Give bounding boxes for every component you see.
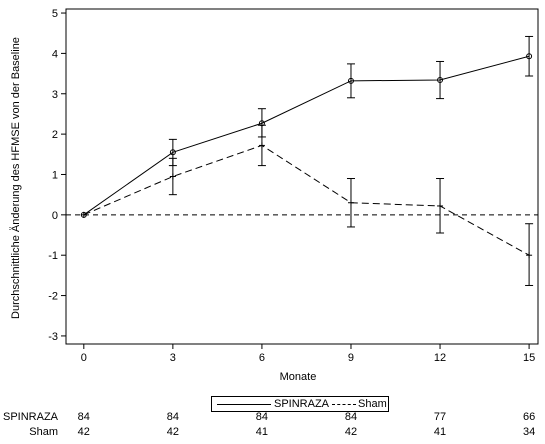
x-tick-label: 12 bbox=[434, 352, 446, 364]
at-risk-count: 77 bbox=[433, 411, 447, 423]
x-tick-label: 6 bbox=[259, 352, 265, 364]
at-risk-count: 42 bbox=[166, 426, 179, 438]
data-point bbox=[347, 199, 354, 206]
legend-spinraza-label: SPINRAZA bbox=[274, 398, 330, 410]
plot-frame bbox=[65, 8, 539, 345]
data-point bbox=[169, 173, 176, 180]
data-point bbox=[80, 211, 87, 218]
at-risk-label-sham: Sham bbox=[29, 426, 58, 438]
series-spinraza bbox=[80, 35, 534, 218]
y-axis-title: Durchschnittliche Änderung des HFMSE von… bbox=[10, 37, 22, 319]
error-bar bbox=[525, 35, 534, 77]
at-risk-count: 34 bbox=[522, 426, 536, 438]
at-risk-count: 66 bbox=[522, 411, 536, 423]
x-tick-label: 15 bbox=[523, 352, 535, 364]
at-risk-label-spinraza: SPINRAZA bbox=[2, 411, 58, 423]
x-axis-title: Monate bbox=[280, 371, 317, 383]
data-point bbox=[526, 53, 533, 60]
legend-sham-label: Sham bbox=[358, 398, 387, 410]
at-risk-count: 42 bbox=[77, 426, 90, 438]
at-risk-row-spinraza: SPINRAZA 84 84 84 84 77 66 bbox=[0, 410, 545, 424]
y-tick-label: -3 bbox=[48, 331, 58, 343]
at-risk-row-sham: Sham 42 42 41 42 41 34 bbox=[0, 425, 545, 439]
x-tick-label: 9 bbox=[348, 352, 354, 364]
at-risk-count: 41 bbox=[255, 426, 269, 438]
x-axis: 0 3 6 9 12 15 bbox=[81, 344, 535, 364]
legend: SPINRAZA Sham bbox=[211, 396, 389, 412]
at-risk-count: 41 bbox=[433, 426, 447, 438]
x-tick-label: 0 bbox=[81, 352, 87, 364]
series-line-sham bbox=[83, 144, 530, 256]
data-point bbox=[258, 142, 265, 149]
at-risk-count: 84 bbox=[166, 411, 179, 423]
data-point bbox=[526, 252, 533, 259]
at-risk-count: 42 bbox=[344, 426, 358, 438]
data-point bbox=[437, 77, 444, 84]
y-tick-label: -2 bbox=[48, 291, 58, 303]
data-point bbox=[347, 77, 354, 84]
error-bar bbox=[346, 63, 355, 99]
legend-spinraza-swatch bbox=[217, 404, 271, 405]
at-risk-count: 84 bbox=[77, 411, 90, 423]
legend-sham-swatch bbox=[332, 404, 356, 405]
at-risk-count: 84 bbox=[344, 411, 358, 423]
data-point bbox=[437, 202, 444, 209]
series-line-spinraza bbox=[83, 55, 530, 216]
at-risk-count: 84 bbox=[255, 411, 269, 423]
error-bar bbox=[436, 60, 445, 100]
y-tick-label: 2 bbox=[52, 129, 58, 141]
x-tick-label: 3 bbox=[170, 352, 176, 364]
y-tick-label: -1 bbox=[48, 250, 58, 262]
data-point bbox=[169, 149, 176, 156]
series-sham bbox=[80, 124, 534, 286]
y-tick-label: 3 bbox=[52, 89, 58, 101]
series-layer bbox=[80, 35, 534, 286]
y-tick-label: 5 bbox=[52, 8, 58, 20]
y-tick-label: 0 bbox=[52, 210, 58, 222]
y-tick-label: 1 bbox=[52, 169, 58, 181]
y-axis: -3 -2 -1 0 1 2 3 4 5 bbox=[48, 8, 66, 343]
y-tick-label: 4 bbox=[52, 48, 58, 60]
